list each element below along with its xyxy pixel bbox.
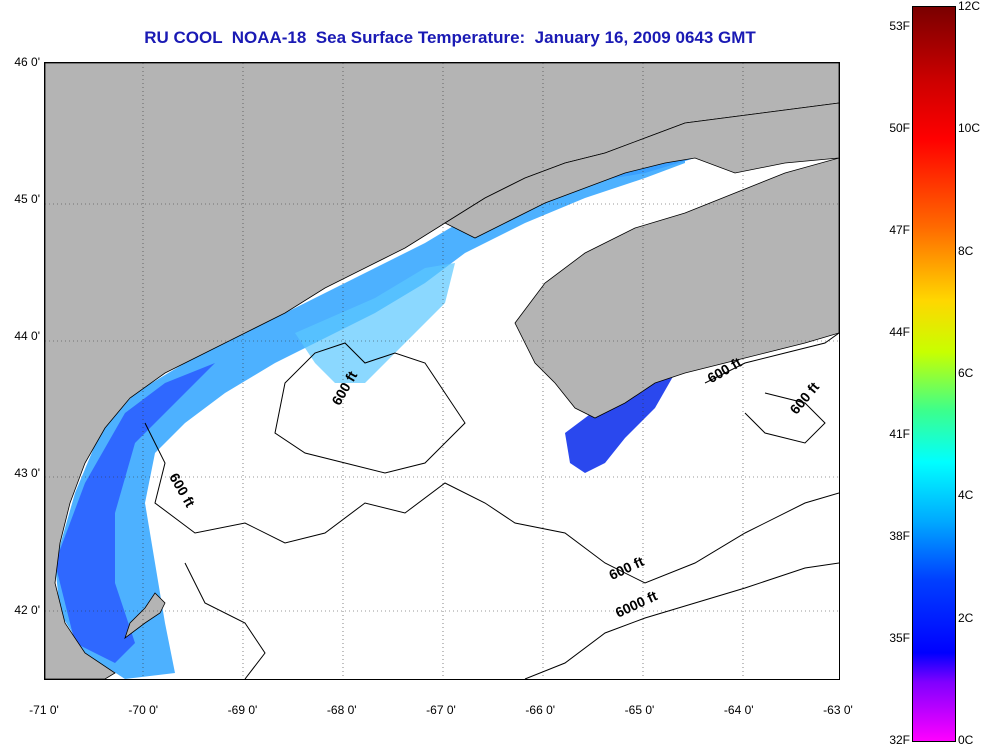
sst-map — [44, 62, 840, 680]
land-nova-scotia — [514, 157, 839, 419]
colorbar-celsius-tick: 2C — [958, 610, 974, 625]
latitude-tick-label: 46 0' — [14, 55, 40, 69]
colorbar-fahrenheit-tick: 41F — [889, 427, 910, 442]
land-new-brunswick — [444, 102, 839, 239]
graticule — [45, 63, 839, 679]
sst-colorbar — [912, 6, 956, 742]
longitude-tick-label: -65 0' — [624, 703, 655, 717]
latitude-tick-label: 43 0' — [14, 465, 40, 480]
colorbar-celsius-tick: 0C — [958, 733, 974, 747]
colorbar-fahrenheit-tick: 38F — [889, 529, 910, 544]
latitude-tick-label: 42 0' — [14, 602, 40, 617]
contour-600ft-gulf — [144, 422, 839, 584]
longitude-tick-label: -64 0' — [723, 703, 754, 717]
latitude-tick-label: 45 0' — [14, 191, 40, 206]
land-cape-cod — [124, 592, 166, 640]
contour-6000ft — [524, 562, 839, 679]
contour-600ft-inner — [274, 342, 466, 474]
colorbar-celsius-tick: 10C — [958, 121, 981, 136]
colorbar-celsius-tick: 4C — [958, 488, 974, 503]
longitude-tick-label: -67 0' — [426, 703, 456, 717]
colorbar-celsius-tick: 6C — [958, 366, 974, 380]
longitude-tick-label: -69 0' — [227, 703, 258, 717]
colorbar-fahrenheit-tick: 47F — [889, 223, 910, 238]
sst-nova-scotia-patch — [565, 363, 675, 473]
longitude-tick-label: -71 0' — [29, 703, 59, 717]
sst-cold-fringe — [55, 363, 215, 663]
sst-offshore-patch — [295, 263, 455, 383]
longitude-tick-label: -68 0' — [326, 703, 357, 717]
colorbar-fahrenheit-tick: 53F — [889, 19, 910, 34]
colorbar-celsius-tick: 12C — [958, 0, 981, 13]
longitude-tick-label: -66 0' — [525, 703, 556, 717]
longitude-tick-label: -63 0' — [823, 703, 853, 717]
colorbar-fahrenheit-tick: 35F — [889, 631, 910, 646]
contour-georges — [184, 562, 266, 679]
colorbar-fahrenheit-tick: 44F — [889, 325, 910, 340]
colorbar-celsius-tick: 8C — [958, 243, 974, 258]
map-title: RU COOL NOAA-18 Sea Surface Temperature:… — [144, 28, 756, 47]
colorbar-fahrenheit-tick: 50F — [889, 121, 910, 136]
bathymetry-contours — [144, 332, 839, 679]
land — [45, 63, 839, 679]
latitude-tick-label: 44 0' — [14, 328, 40, 343]
map-canvas — [45, 63, 839, 679]
longitude-tick-label: -70 0' — [128, 703, 159, 717]
colorbar-fahrenheit-tick: 32F — [889, 733, 910, 747]
contour-600ft-shelf — [704, 332, 839, 444]
